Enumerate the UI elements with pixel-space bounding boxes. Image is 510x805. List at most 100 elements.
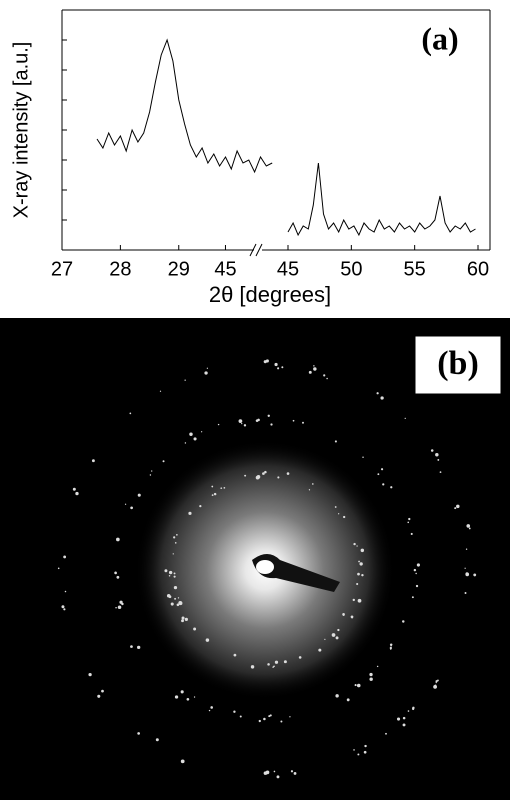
spot: [72, 487, 76, 491]
spot: [292, 419, 295, 422]
spot: [326, 377, 328, 380]
spot: [277, 367, 280, 370]
spot: [396, 717, 401, 721]
spot: [318, 648, 322, 652]
spot: [416, 563, 420, 567]
x-tick-label: 45: [214, 258, 236, 280]
spot: [335, 636, 339, 640]
spot: [276, 775, 280, 779]
spot: [376, 392, 379, 395]
x-tick-label: 45: [277, 258, 299, 280]
spot: [456, 504, 460, 509]
spot: [159, 390, 162, 392]
spot: [334, 506, 337, 508]
spot: [119, 600, 123, 604]
spot: [281, 366, 284, 369]
spot: [186, 697, 190, 701]
spot: [258, 719, 261, 723]
spot: [188, 511, 192, 515]
spot: [267, 663, 270, 666]
spot: [173, 575, 176, 578]
spot: [265, 359, 269, 363]
spot: [356, 683, 361, 688]
spot: [155, 738, 159, 742]
spot: [290, 770, 294, 773]
spot: [270, 423, 273, 426]
spot: [357, 572, 360, 576]
spot: [402, 716, 406, 720]
spot: [220, 487, 223, 489]
spot: [61, 605, 65, 609]
spot: [244, 474, 247, 477]
spot: [193, 696, 196, 698]
beam-stop: [252, 554, 340, 592]
spot: [376, 665, 379, 668]
spot: [173, 536, 176, 539]
spot: [267, 414, 270, 417]
spot: [181, 619, 184, 623]
spot: [433, 685, 437, 689]
spot: [97, 694, 101, 698]
spot: [408, 517, 411, 521]
spot: [302, 421, 304, 424]
spot: [272, 666, 274, 668]
spot: [91, 459, 95, 463]
spot: [174, 597, 177, 600]
spot: [413, 568, 417, 572]
spot: [343, 515, 346, 519]
spot: [151, 470, 153, 472]
spot: [358, 560, 360, 563]
spot: [360, 548, 365, 553]
spot: [130, 645, 133, 648]
spot: [174, 695, 179, 699]
spot: [211, 485, 214, 488]
spot: [233, 653, 237, 657]
spot: [239, 715, 242, 718]
spot: [174, 542, 177, 544]
spot: [206, 367, 208, 369]
spot: [407, 710, 410, 712]
spot: [193, 437, 197, 441]
spot: [181, 616, 185, 620]
spot: [435, 686, 438, 688]
spot: [353, 542, 356, 546]
spot: [199, 505, 202, 508]
spot: [407, 521, 410, 524]
spot: [277, 476, 280, 479]
spot: [323, 374, 326, 377]
spot: [468, 527, 471, 530]
spot: [241, 423, 243, 425]
spot: [334, 440, 337, 443]
spot: [184, 379, 186, 381]
spot: [437, 679, 439, 682]
spot: [116, 575, 120, 579]
spot: [280, 720, 283, 723]
spot: [88, 673, 92, 677]
spot: [213, 492, 217, 496]
spot: [464, 567, 466, 569]
spot: [257, 418, 260, 422]
spot: [298, 656, 302, 659]
data-line: [96, 38, 273, 174]
data-line: [287, 162, 476, 237]
spot: [390, 486, 393, 489]
spot: [363, 750, 367, 754]
spot: [410, 532, 413, 535]
spot: [180, 759, 185, 764]
spot: [162, 460, 165, 463]
diffraction-spots: [57, 359, 477, 779]
spot: [124, 503, 127, 505]
spot: [293, 772, 297, 775]
spot: [180, 690, 184, 694]
spot: [63, 555, 67, 559]
spot: [380, 468, 384, 471]
spot: [415, 572, 417, 575]
label-box: [414, 335, 502, 395]
spot: [356, 582, 359, 586]
x-tick-label: 29: [168, 258, 190, 280]
spot: [149, 474, 152, 476]
spot: [129, 412, 132, 415]
spot: [411, 596, 414, 599]
